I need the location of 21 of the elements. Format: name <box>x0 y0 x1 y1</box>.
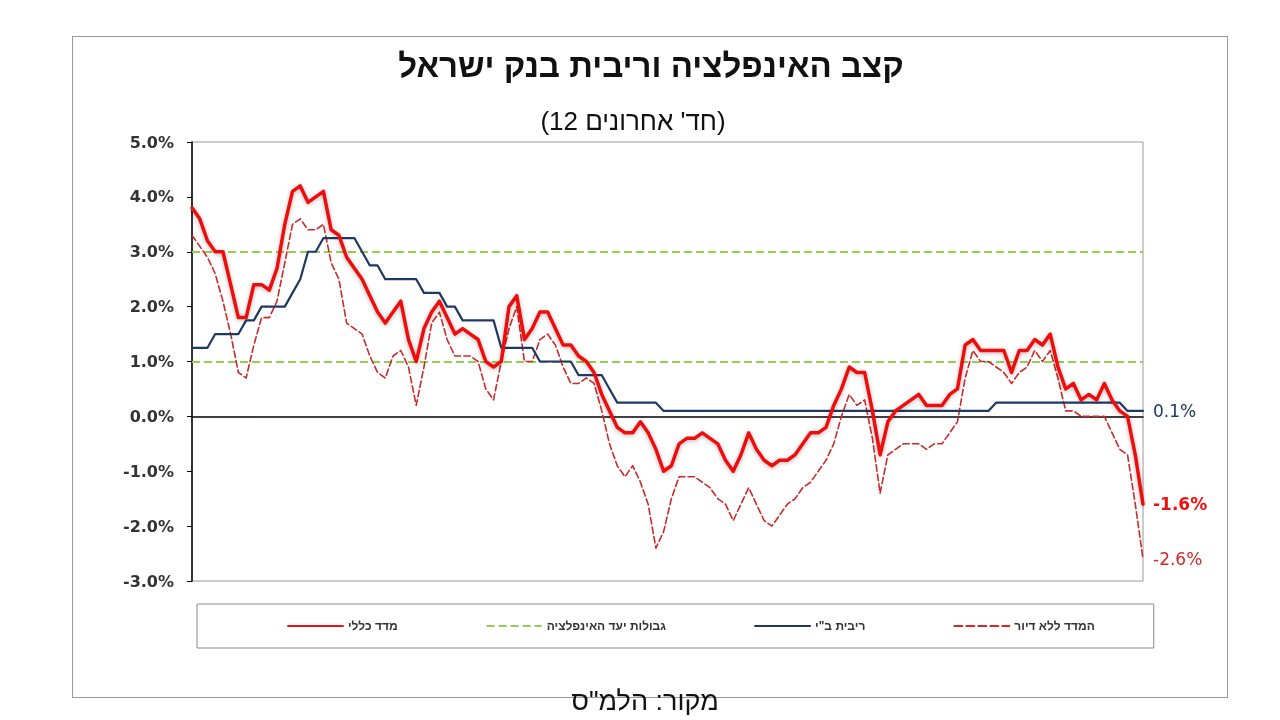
legend-label: המדד ללא דיור <box>1014 619 1095 633</box>
y-tick-label: 3.0% <box>129 242 174 262</box>
chart-title: קצב האינפלציה וריבית בנק ישראל <box>398 47 904 84</box>
y-tick-label: 4.0% <box>129 187 174 207</box>
line-series <box>190 236 1145 412</box>
y-tick-label: -1.0% <box>122 461 174 481</box>
y-tick-label: 2.0% <box>129 297 174 317</box>
y-tick-label: -3.0% <box>122 571 174 591</box>
y-tick-label: 0.0% <box>129 406 174 426</box>
y-tick-label: 1.0% <box>129 352 174 371</box>
data-label: 0.1% <box>1153 400 1197 421</box>
data-label: -2.6% <box>1153 549 1203 570</box>
text: מקור: הלמ"ס <box>571 685 719 716</box>
y-tick-label: -2.0% <box>122 516 174 536</box>
legend-label: גבולות יעד האינפלציה <box>546 619 667 633</box>
legend-label: מדד כללי <box>348 619 398 633</box>
line-series <box>190 184 1145 506</box>
y-tick-label: 5.0% <box>129 132 174 152</box>
data-label: -1.6% <box>1153 494 1208 515</box>
chart-subtitle: (12 חד' אחרונים) <box>540 106 726 136</box>
legend-label: ריבית ב"י <box>815 619 866 633</box>
